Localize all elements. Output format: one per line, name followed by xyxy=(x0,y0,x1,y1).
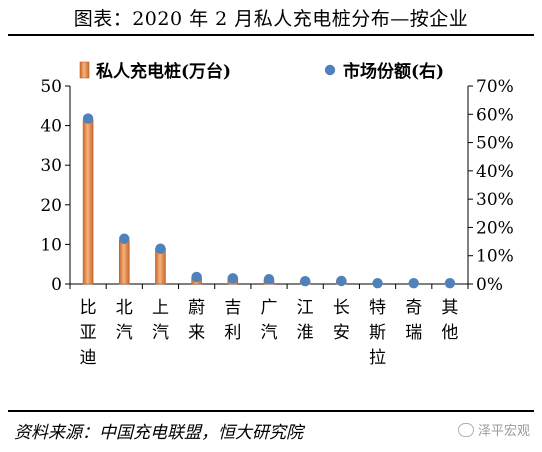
left-tick-label: 10 xyxy=(40,235,62,255)
share-point xyxy=(336,275,347,287)
bar xyxy=(118,240,130,285)
title-rule xyxy=(8,34,534,36)
bar xyxy=(82,119,94,285)
x-tick-label: 蔚 xyxy=(188,298,205,318)
right-tick-label: 0% xyxy=(476,275,503,295)
share-point xyxy=(227,273,239,284)
right-tick-label: 60% xyxy=(476,105,514,125)
legend-label: 市场份额(右) xyxy=(343,61,444,82)
x-tick-label: 汽 xyxy=(152,323,169,343)
share-point xyxy=(119,233,130,244)
share-point xyxy=(191,271,202,283)
x-tick-label: 特 xyxy=(369,298,386,318)
share-point xyxy=(82,113,94,124)
share-point xyxy=(155,243,166,254)
x-tick-label: 长 xyxy=(333,298,350,318)
right-tick-label: 40% xyxy=(476,162,514,182)
share-point xyxy=(372,277,383,289)
x-tick-label: 广 xyxy=(261,298,278,318)
legend-dot-swatch xyxy=(324,64,336,76)
x-tick-label: 上 xyxy=(152,298,169,318)
chart: 010203040500%10%20%30%40%50%60%70%比亚迪北汽上… xyxy=(40,61,514,368)
wechat-icon xyxy=(457,422,474,437)
right-tick-label: 20% xyxy=(476,218,514,238)
left-tick-label: 50 xyxy=(40,77,62,97)
x-tick-label: 吉 xyxy=(224,298,241,318)
source-rule xyxy=(8,410,534,412)
x-tick-label: 利 xyxy=(224,323,241,343)
chart-title: 图表：2020 年 2 月私人充电桩分布—按企业 xyxy=(73,8,469,30)
x-tick-label: 亚 xyxy=(80,323,97,343)
x-tick-label: 其 xyxy=(441,298,458,318)
legend-label: 私人充电桩(万台) xyxy=(96,61,231,82)
x-tick-label: 淮 xyxy=(297,323,314,343)
legend-bar-swatch xyxy=(79,61,90,79)
left-tick-label: 20 xyxy=(40,196,62,216)
share-point xyxy=(444,277,456,289)
watermark-text: 泽平宏观 xyxy=(477,424,530,439)
x-tick-label: 他 xyxy=(441,323,458,343)
x-tick-label: 北 xyxy=(116,298,133,318)
right-tick-label: 70% xyxy=(476,77,514,97)
right-tick-label: 50% xyxy=(476,134,514,154)
watermark: 泽平宏观 xyxy=(457,420,530,439)
x-tick-label: 来 xyxy=(188,323,205,343)
x-tick-label: 江 xyxy=(297,298,314,318)
source-note: 资料来源：中国充电联盟，恒大研究院 xyxy=(14,423,303,443)
x-tick-label: 比 xyxy=(80,298,97,318)
left-tick-label: 30 xyxy=(40,156,62,176)
right-tick-label: 30% xyxy=(476,190,514,210)
x-tick-label: 斯 xyxy=(369,323,386,343)
left-tick-label: 40 xyxy=(40,117,62,137)
x-tick-label: 安 xyxy=(333,323,350,343)
x-tick-label: 瑞 xyxy=(405,323,422,343)
share-point xyxy=(263,273,275,285)
x-tick-label: 汽 xyxy=(261,323,278,343)
x-tick-label: 奇 xyxy=(405,298,422,318)
share-point xyxy=(408,277,419,289)
x-tick-label: 汽 xyxy=(116,323,133,343)
x-tick-label: 迪 xyxy=(80,348,97,368)
right-tick-label: 10% xyxy=(476,247,514,267)
share-point xyxy=(299,275,311,287)
x-tick-label: 拉 xyxy=(369,348,386,368)
left-tick-label: 0 xyxy=(51,275,62,295)
